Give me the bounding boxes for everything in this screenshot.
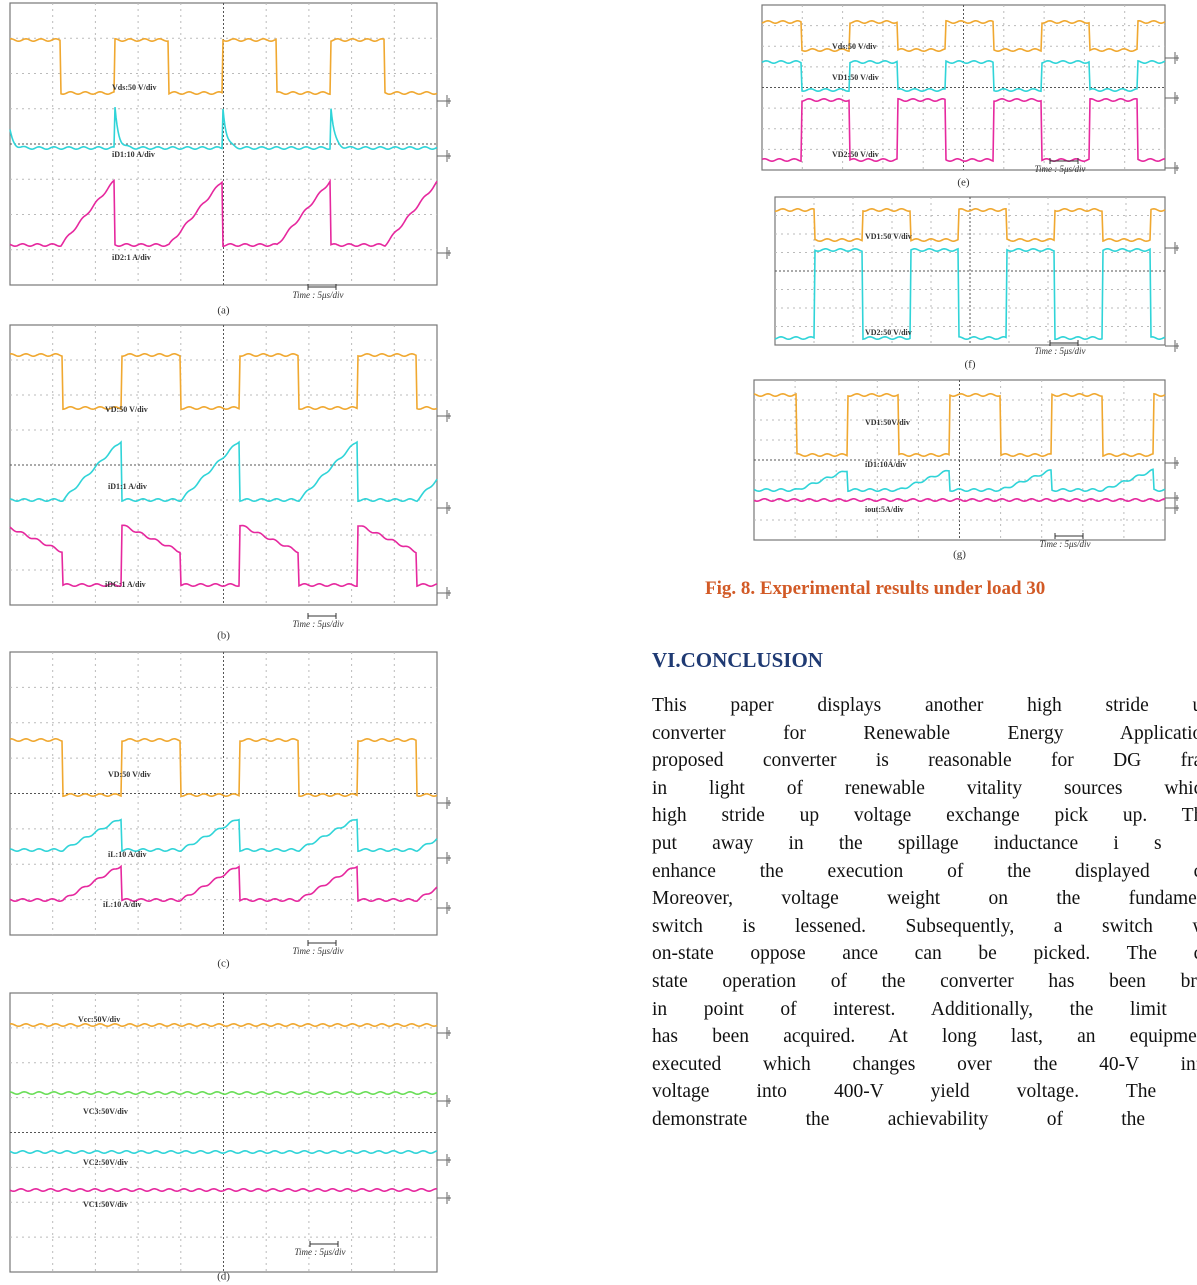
trace-label: iD1:10 A/div: [112, 150, 155, 159]
ground-symbol: [437, 902, 451, 914]
ground-symbol: [437, 1192, 451, 1204]
trace-label: iL:10 A/div: [103, 900, 141, 909]
subfigure-label: (g): [953, 549, 966, 561]
trace-label: Vds:50 V/div: [832, 42, 877, 51]
ground-symbol: [437, 1154, 451, 1166]
time-label: Time : 5μs/div: [292, 946, 343, 956]
ground-symbol: [1165, 52, 1179, 64]
time-label: Time : 5μs/div: [292, 290, 343, 300]
text-line: voltage into 400-V yield voltage. The c: [652, 1078, 1197, 1106]
ground-symbol: [1165, 92, 1179, 104]
trace-label: VD1:50 V/div: [832, 73, 879, 82]
trace-label: VC2:50V/div: [83, 1158, 128, 1167]
ground-symbol: [437, 247, 451, 259]
ground-symbol: [1165, 162, 1179, 174]
ground-symbol: [1165, 492, 1179, 504]
subfigure-label: (d): [217, 1271, 230, 1283]
text-line: Moreover, voltage weight on the fundamen…: [652, 885, 1197, 913]
time-label: Time : 5μs/div: [1034, 164, 1085, 174]
ground-symbol: [437, 150, 451, 162]
trace-label: VD:50 V/div: [108, 770, 151, 779]
text-line: executed which changes over the 40-V inf…: [652, 1051, 1197, 1079]
trace-label: VC1:50V/div: [83, 1200, 128, 1209]
text-line: demonstrate the achievability of the e: [652, 1106, 1197, 1134]
trace-label: iout:5A/div: [865, 505, 904, 514]
text-line: in light of renewable vitality sources w…: [652, 775, 1197, 803]
trace-label: VD:50 V/div: [105, 405, 148, 414]
ground-symbol: [437, 852, 451, 864]
trace-label: Vds:50 V/div: [112, 83, 157, 92]
subfigure-label: (e): [957, 177, 970, 189]
trace-label: VD1:50V/div: [865, 418, 910, 427]
trace-label: iD1:10A/div: [865, 460, 906, 469]
figure-caption: Fig. 8. Experimental results under load …: [705, 578, 1045, 600]
trace-label: iD2:1 A/div: [112, 253, 151, 262]
subfigure-label: (a): [217, 305, 230, 317]
ground-symbol: [437, 502, 451, 514]
subfigure-label: (f): [965, 359, 976, 371]
trace-label: iDC:1 A/div: [105, 580, 146, 589]
ground-symbol: [1165, 340, 1179, 352]
ground-symbol: [437, 410, 451, 422]
time-label: Time : 5μs/div: [292, 619, 343, 629]
ground-symbol: [437, 1095, 451, 1107]
ground-symbol: [1165, 242, 1179, 254]
paragraph: This paper displays another high stride …: [652, 692, 1197, 1134]
trace-label: VD2:50 V/div: [865, 328, 912, 337]
scope-panel: VD1:50 V/div VD2:50 V/div Time : 5μs/div: [775, 197, 1179, 356]
time-label: Time : 5μs/div: [294, 1247, 345, 1257]
subfigure-label: (c): [217, 958, 230, 970]
trace-label: VD1:50 V/div: [865, 232, 912, 241]
time-label: Time : 5μs/div: [1039, 539, 1090, 549]
ground-symbol: [1165, 457, 1179, 469]
scope-panel: VD:50 V/div iL:10 A/div iL:10 A/div Time : …: [10, 652, 451, 956]
scope-panel: VD1:50V/div iD1:10A/div iout:5A/div Time : …: [754, 380, 1179, 549]
text-line: in point of interest. Additionally, the …: [652, 996, 1197, 1024]
scope-panel: VD:50 V/div iD1:1 A/div iDC:1 A/div Time : …: [10, 325, 451, 629]
text-line: state operation of the converter has bee…: [652, 968, 1197, 996]
ground-symbol: [437, 1027, 451, 1039]
trace-label: iD1:1 A/div: [108, 482, 147, 491]
trace-label: Vcc:50V/div: [78, 1015, 120, 1024]
text-line: put away in the spillage inductance i s …: [652, 830, 1197, 858]
text-line: high stride up voltage exchange pick up.…: [652, 802, 1197, 830]
scope-panel: Vds:50 V/div iD1:10 A/div iD2:1 A/div Time …: [10, 3, 451, 300]
text-line: converter for Renewable Energy Applicati…: [652, 720, 1197, 748]
section-heading: VI.CONCLUSION: [652, 648, 823, 673]
ground-symbol: [437, 95, 451, 107]
trace-label: iL:10 A/div: [108, 850, 146, 859]
time-label: Time : 5μs/div: [1034, 346, 1085, 356]
trace-label: VD2:50 V/div: [832, 150, 879, 159]
text-line: enhance the execution of the displayed c…: [652, 858, 1197, 886]
text-line: on-state oppose ance can be picked. The …: [652, 940, 1197, 968]
text-line: This paper displays another high stride …: [652, 692, 1197, 720]
scope-panel: Vds:50 V/div VD1:50 V/div VD2:50 V/div Time…: [762, 5, 1179, 174]
ground-symbol: [437, 797, 451, 809]
ground-symbol: [437, 587, 451, 599]
text-line: proposed converter is reasonable for DG …: [652, 747, 1197, 775]
trace-label: VC3:50V/div: [83, 1107, 128, 1116]
text-line: switch is lessened. Subsequently, a swit…: [652, 913, 1197, 941]
ground-symbol: [1165, 502, 1179, 514]
page: Vds:50 V/div iD1:10 A/div iD2:1 A/div Time …: [0, 0, 1197, 1285]
text-line: has been acquired. At long last, an equi…: [652, 1023, 1197, 1051]
scope-panel: Vcc:50V/div VC3:50V/div VC2:50V/div VC1:50V…: [10, 993, 451, 1272]
subfigure-label: (b): [217, 630, 230, 642]
